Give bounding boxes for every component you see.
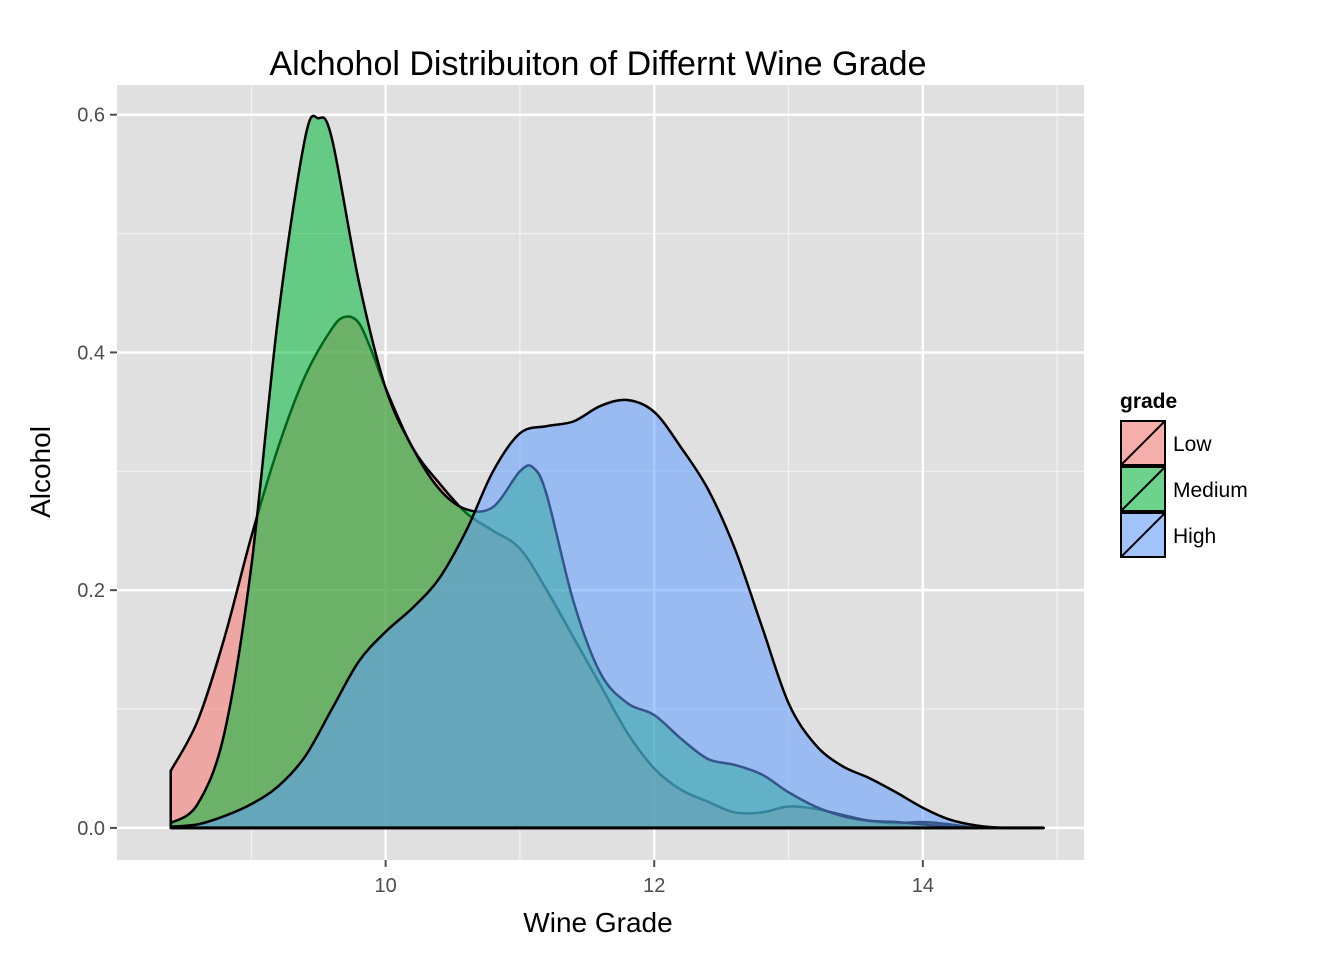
legend-title: grade [1120, 390, 1177, 413]
legend-swatch-slash [1120, 512, 1166, 558]
x-tick-label: 14 [912, 875, 934, 897]
legend-swatch-slash [1120, 420, 1166, 466]
legend-label: Medium [1173, 479, 1248, 502]
plot-panel [117, 85, 1084, 860]
legend-swatch-slash [1120, 466, 1166, 512]
y-tick-label: 0.0 [77, 818, 105, 840]
x-tick-label: 10 [374, 875, 396, 897]
chart-title: Alchohol Distribuiton of Differnt Wine G… [269, 45, 926, 83]
legend-item-high: High [1120, 512, 1216, 558]
x-tick-label: 12 [643, 875, 665, 897]
legend-item-low: Low [1120, 420, 1212, 466]
legend-label: High [1173, 525, 1216, 548]
y-axis-title: Alcohol [25, 426, 56, 518]
density-areas [169, 114, 1045, 830]
y-tick-label: 0.2 [77, 580, 105, 602]
density-area-high [169, 398, 1045, 830]
y-tick-label: 0.6 [77, 105, 105, 127]
y-axis: 0.0 0.2 0.4 0.6 [77, 105, 117, 840]
y-tick-label: 0.4 [77, 342, 105, 364]
legend-item-medium: Medium [1120, 466, 1248, 512]
legend-label: Low [1173, 433, 1212, 456]
legend: grade Low Medium High [1120, 390, 1248, 558]
x-axis: 10 12 14 [374, 860, 934, 897]
x-axis-title: Wine Grade [523, 907, 672, 938]
